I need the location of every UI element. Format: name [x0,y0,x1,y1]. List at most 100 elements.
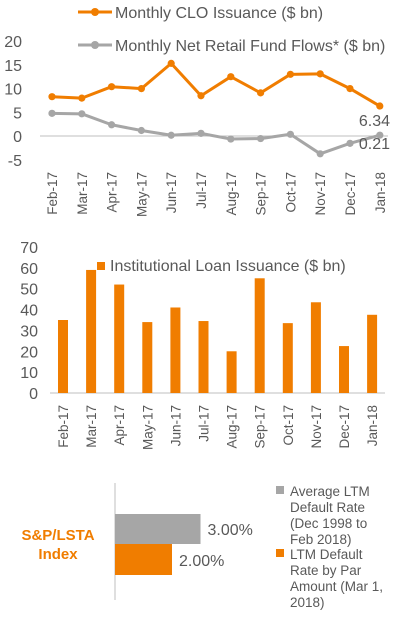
line-chart-x-tick: Nov-17 [313,172,328,216]
legend-clo: Monthly CLO Issuance ($ bn) [78,5,323,22]
line-chart-x-tick: Jul-17 [194,172,209,209]
retail-fund-flows-point [257,134,265,143]
legend-ltm-label: Rate by Par [290,563,362,578]
retail-fund-flows-point [227,135,235,143]
loan-issuance-bar [367,314,378,393]
clo-issuance-line [51,61,381,108]
retail-fund-flows-point [137,126,145,135]
bar-chart-y-tick: 10 [20,365,38,382]
clo-last-data-label: 6.34 [359,113,390,130]
line-chart-x-tick: May-17 [134,172,149,217]
clo-issuance-point [286,70,294,78]
bar-chart-x-tick: Oct-17 [281,405,296,446]
loan-issuance-bar [198,321,209,393]
line-chart-series [48,59,384,158]
retail-fund-flows-point [108,121,116,129]
line-chart-x-tick: Feb-17 [45,172,60,215]
clo-issuance-point [108,83,116,91]
bar-chart-bars [58,269,378,393]
line-chart-x-tick: Apr-17 [105,172,120,213]
bar-chart-y-tick: 50 [20,282,38,299]
line-chart-x-tick: Aug-17 [224,172,239,216]
line-chart-y-tick: 20 [4,34,22,51]
bar-chart: Institutional Loan Issuance ($ bn) 0 10 20… [20,240,385,450]
clo-issuance-point [167,59,175,67]
retail-fund-flows-point [346,139,354,147]
loan-issuance-bar [226,351,237,393]
index-label-line1: S&P/LSTA [21,527,94,544]
retail-fund-flows-point [376,131,384,139]
loan-issuance-bar [142,322,153,393]
line-chart-y-tick: 5 [13,105,22,122]
legend-avg-label: Default Rate [290,500,365,515]
legend-clo-marker [91,8,99,16]
bar-chart-x-tick: May-17 [140,405,155,450]
line-chart-y-tick: 10 [4,82,22,99]
legend-retail: Monthly Net Retail Fund Flows* ($ bn) [78,38,385,55]
retail-fund-flows-line [51,111,381,156]
ltm-default-rate-bar [115,544,172,575]
retail-fund-flows-point [286,130,294,138]
clo-issuance-point [78,94,86,102]
line-chart-x-tick: Dec-17 [343,172,358,216]
bar-chart-x-tick: Jul-17 [197,405,212,442]
legend-avg-label: Average LTM [290,484,370,499]
line-chart-x-tick: Mar-17 [75,172,90,215]
clo-issuance-point [257,89,265,97]
line-chart-x-tick: Sep-17 [254,172,269,216]
avg-default-rate-label: 3.00% [208,522,253,539]
default-rate-bars: 3.00% 2.00% [115,514,253,575]
loan-issuance-bar [254,278,265,393]
line-chart-y-tick: 15 [4,58,22,75]
legend-retail-label: Monthly Net Retail Fund Flows* ($ bn) [115,38,385,55]
retail-last-data-label: 0.21 [359,136,390,153]
bar-chart-y-tick: 60 [20,261,38,278]
retail-fund-flows-point [197,129,205,137]
bar-chart-x-tick: Sep-17 [253,405,268,449]
line-chart-y-axis: -5 0 5 10 15 20 [4,34,22,170]
clo-issuance-point [346,85,354,93]
ltm-default-rate-label: 2.00% [179,553,224,570]
bar-chart-x-tick: Apr-17 [112,405,127,446]
legend-ltm-swatch [276,549,284,557]
index-label-line2: Index [38,546,78,563]
clo-issuance-point [48,93,56,101]
bar-chart-x-tick: Jan-18 [365,405,380,446]
loan-issuance-bar [86,269,97,393]
clo-issuance-point [316,70,324,78]
legend-ltm-label: Amount (Mar 1, [290,579,383,594]
loan-issuance-bar [114,284,125,393]
legend-retail-marker [91,41,99,49]
retail-fund-flows-point [167,131,175,139]
bar-chart-x-tick: Aug-17 [225,405,240,449]
line-chart-x-tick: Oct-17 [283,172,298,213]
loan-issuance-bar [310,302,321,393]
line-chart-y-tick: -5 [8,153,22,170]
clo-issuance-point [197,92,205,100]
line-chart: Monthly CLO Issuance ($ bn) Monthly Net … [4,5,390,217]
bar-chart-y-tick: 20 [20,344,38,361]
loan-issuance-bar [58,320,68,393]
loan-issuance-bar [339,346,349,393]
retail-fund-flows-point [78,110,86,118]
legend-clo-label: Monthly CLO Issuance ($ bn) [115,5,323,22]
legend-avg-label: Feb 2018) [290,532,352,547]
loan-issuance-bar [282,323,293,393]
bar-chart-x-tick: Mar-17 [84,405,99,448]
retail-fund-flows-point [316,150,324,158]
bar-chart-y-tick: 40 [20,303,38,320]
line-chart-y-tick: 0 [13,129,22,146]
bar-chart-x-tick: Dec-17 [337,405,352,449]
legend-avg-swatch [276,486,284,494]
legend-ltm-label: 2018) [290,595,325,610]
loan-issuance-bar [170,307,181,393]
legend-avg-label: (Dec 1998 to [290,516,367,531]
bar-chart-y-tick: 0 [29,386,38,403]
retail-fund-flows-point [48,109,56,117]
avg-default-rate-bar [115,514,201,544]
clo-issuance-point [227,73,235,81]
bar-chart-y-axis: 0 10 20 30 40 50 60 70 [20,240,38,403]
clo-issuance-point [376,102,384,110]
